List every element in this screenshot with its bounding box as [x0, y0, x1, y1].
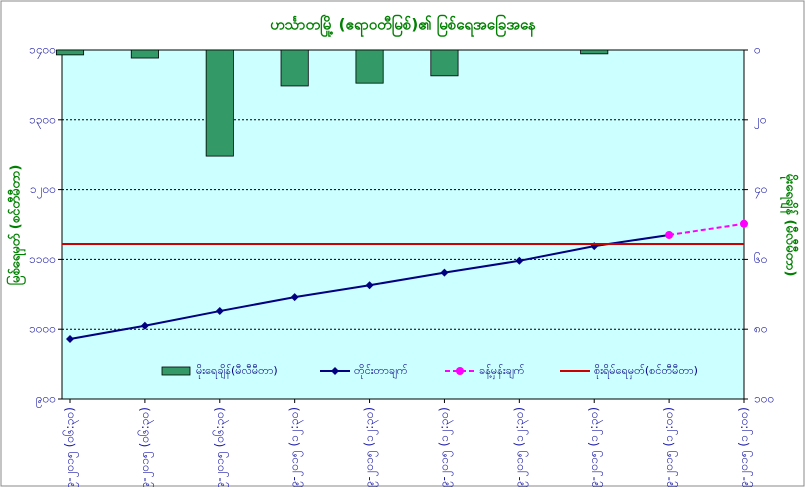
- legend-label: တိုင်းတာချက်: [354, 364, 408, 379]
- x-tick-label: ၆-၉-၂၀၁၅ (၁၂:၃၀): [286, 407, 304, 487]
- marker: [740, 219, 748, 228]
- bar: [280, 49, 309, 87]
- marker: [440, 268, 449, 277]
- legend-label: မိုးရေချိန်(မီလီမီတာ): [196, 364, 278, 379]
- legend-marker: [456, 367, 464, 375]
- marker: [66, 334, 74, 343]
- y2-tick-label: ၂၀: [754, 112, 767, 129]
- x-tick-label: ၁၁-၉-၂၀၁၅ (၁၂:၀၀): [662, 407, 679, 487]
- x-tick-label: ၈-၉-၂၀၁၅ (၁၂:၃၀): [437, 407, 454, 487]
- bar: [205, 49, 234, 157]
- y-tick-label: ၁၁၀၀: [29, 252, 56, 266]
- y-tick-label: ၁၂၀၀: [30, 182, 56, 199]
- x-tick-label: ၁၂-၉-၂၀၁၅ (၁၂:၀၀): [737, 407, 754, 487]
- x-tick-label: ၉-၉-၂၀၁၅ (၁၂:၃၀): [512, 407, 529, 487]
- x-tick-label: ၅-၉-၂၀၁၅ (၀၆:၃၀): [211, 407, 229, 487]
- y2-tick-label: ၆၀: [754, 251, 768, 266]
- y-tick-label: ၁၀၀၀: [29, 322, 56, 336]
- legend-marker: [331, 367, 339, 375]
- marker: [290, 293, 299, 302]
- bar: [430, 49, 459, 77]
- marker: [215, 307, 224, 316]
- legend-label: စိုးရိမ်ရေမှတ်(စင်တီမီတာ): [594, 364, 698, 379]
- legend-swatch: [161, 366, 191, 376]
- x-tick-label: ၁၀-၉-၂၀၁၅ (၁၂:၃၀): [587, 407, 604, 487]
- marker: [665, 230, 674, 239]
- y2-axis-label: မိုးရေချိန် (မီလီမီတာ): [780, 174, 800, 277]
- bar: [130, 49, 159, 59]
- x-tick-label: ၄-၉-၂၀၁၅ (၀၆:၃၀): [136, 407, 154, 487]
- bar: [580, 49, 609, 55]
- y2-tick-label: ၈၀: [754, 322, 768, 336]
- y-axis-label: မြစ်ရေမှတ် (စင်တီမီတာ): [6, 165, 27, 286]
- line: [668, 222, 745, 236]
- y-tick-label: ၁၄၀၀: [29, 43, 56, 60]
- marker: [365, 281, 374, 290]
- y2-tick-label: ၄၀: [754, 182, 768, 199]
- bar: [55, 49, 85, 56]
- y-tick-label: ၉၀၀: [36, 392, 56, 409]
- y2-tick-label: ၀: [754, 43, 761, 57]
- y-tick-label: ၁၃၀၀: [29, 112, 56, 129]
- y2-tick-label: ၁၀၀: [754, 392, 774, 406]
- marker: [140, 321, 149, 330]
- x-tick-label: ၇-၉-၂၀၁၅ (၁၂:၃၀): [362, 407, 379, 487]
- legend-label: ခန့်မှန်းချက်: [479, 364, 525, 379]
- x-tick-label: ၃-၉-၂၀၁၅ (၀၆:၃၀): [62, 407, 80, 487]
- marker: [515, 256, 524, 265]
- plot-area: [61, 49, 745, 400]
- bar: [355, 49, 384, 84]
